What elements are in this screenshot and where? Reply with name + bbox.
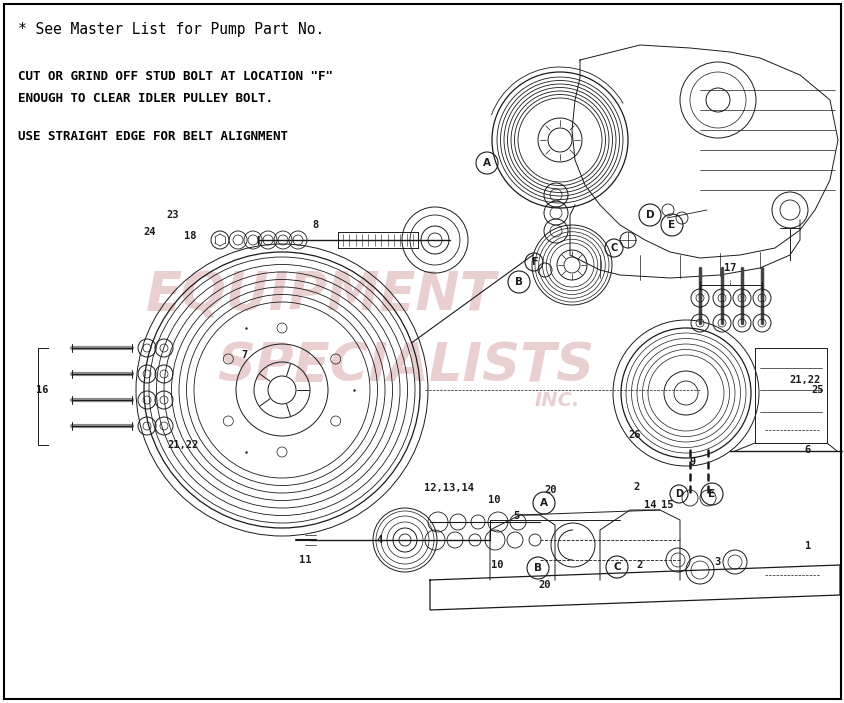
Text: 12,13,14: 12,13,14 bbox=[424, 483, 473, 493]
Text: 5: 5 bbox=[512, 511, 518, 521]
Text: ENOUGH TO CLEAR IDLER PULLEY BOLT.: ENOUGH TO CLEAR IDLER PULLEY BOLT. bbox=[18, 92, 273, 105]
Text: 1: 1 bbox=[804, 541, 810, 551]
Text: A: A bbox=[483, 158, 490, 168]
Text: E: E bbox=[668, 220, 674, 230]
Text: 2: 2 bbox=[633, 482, 640, 492]
Text: 18: 18 bbox=[183, 231, 196, 241]
Text: 24: 24 bbox=[143, 227, 156, 237]
Text: 20: 20 bbox=[538, 580, 550, 590]
Text: B: B bbox=[514, 277, 522, 287]
Text: 7: 7 bbox=[241, 350, 248, 360]
Text: F: F bbox=[530, 257, 537, 267]
Text: 17: 17 bbox=[723, 263, 735, 273]
Text: 14: 14 bbox=[643, 500, 656, 510]
Text: 25: 25 bbox=[811, 385, 823, 395]
Text: 21,22: 21,22 bbox=[167, 440, 198, 450]
Text: A: A bbox=[539, 498, 548, 508]
Text: 23: 23 bbox=[166, 210, 179, 220]
Text: 6: 6 bbox=[804, 445, 810, 455]
Text: 8: 8 bbox=[312, 220, 319, 230]
Text: USE STRAIGHT EDGE FOR BELT ALIGNMENT: USE STRAIGHT EDGE FOR BELT ALIGNMENT bbox=[18, 130, 288, 143]
Text: 10: 10 bbox=[487, 495, 500, 505]
Text: 20: 20 bbox=[544, 485, 556, 495]
Text: D: D bbox=[674, 489, 682, 499]
Text: D: D bbox=[645, 210, 653, 220]
Text: 2: 2 bbox=[636, 560, 642, 570]
Text: 10: 10 bbox=[490, 560, 503, 570]
Text: 21,22: 21,22 bbox=[788, 375, 820, 385]
Text: SPECIALISTS: SPECIALISTS bbox=[217, 340, 593, 392]
Text: 26: 26 bbox=[628, 430, 641, 440]
Text: B: B bbox=[533, 563, 541, 573]
Text: EQUIPMENT: EQUIPMENT bbox=[146, 269, 495, 321]
Text: 3: 3 bbox=[713, 557, 719, 567]
Text: E: E bbox=[707, 489, 715, 499]
Text: 4: 4 bbox=[376, 535, 382, 545]
Text: C: C bbox=[609, 243, 617, 253]
Text: 15: 15 bbox=[660, 500, 673, 510]
Text: * See Master List for Pump Part No.: * See Master List for Pump Part No. bbox=[18, 22, 324, 37]
Text: INC.: INC. bbox=[534, 391, 580, 411]
Text: 11: 11 bbox=[299, 555, 311, 565]
Text: 9: 9 bbox=[689, 457, 695, 467]
Text: 16: 16 bbox=[35, 385, 48, 395]
Text: C: C bbox=[613, 562, 620, 572]
Text: CUT OR GRIND OFF STUD BOLT AT LOCATION "F": CUT OR GRIND OFF STUD BOLT AT LOCATION "… bbox=[18, 70, 333, 83]
